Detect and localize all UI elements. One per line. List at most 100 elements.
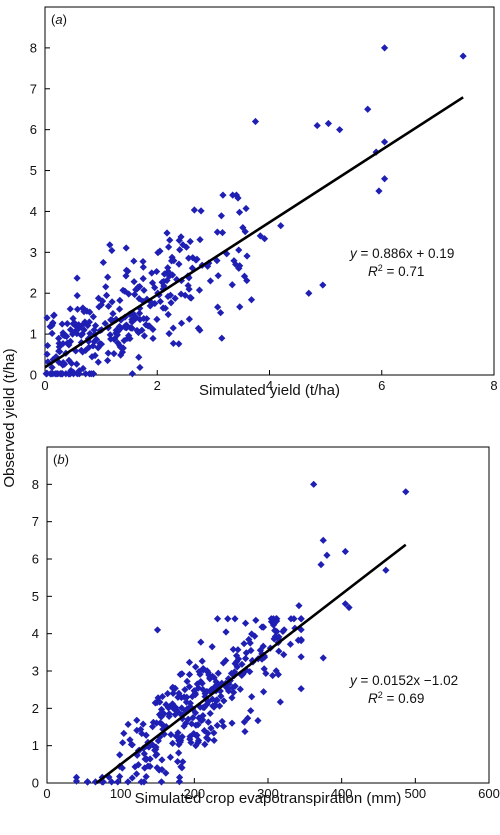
scatter-point — [247, 707, 255, 715]
scatter-point — [59, 339, 67, 348]
scatter-point — [43, 314, 51, 322]
scatter-point — [160, 710, 168, 718]
scatter-point — [164, 690, 172, 698]
scatter-point — [254, 717, 262, 725]
scatter-point — [101, 319, 109, 328]
scatter-point — [231, 615, 239, 623]
scatter-point — [191, 663, 200, 671]
scatter-point — [126, 324, 135, 332]
scatter-point — [166, 270, 174, 278]
chart-panel-a: 0 2 4 6 8 0 1 2 3 4 5 6 7 8 Simulated yield (t/ha) (a) y… — [30, 6, 498, 399]
scatter-point — [186, 699, 194, 707]
scatter-point — [175, 260, 183, 268]
x-axis-label: Simulated yield (t/ha) — [199, 382, 340, 399]
scatter-point — [73, 360, 81, 368]
y-tick-label: 5 — [32, 589, 39, 604]
scatter-point — [133, 716, 141, 724]
scatter-point — [228, 719, 236, 727]
scatter-point — [161, 304, 169, 312]
scatter-point — [341, 600, 349, 608]
scatter-point — [177, 290, 185, 298]
scatter-point — [297, 615, 305, 623]
scatter-point — [127, 740, 136, 749]
scatter-point — [235, 246, 243, 254]
scatter-point — [92, 335, 100, 344]
scatter-point — [166, 291, 175, 299]
scatter-point — [49, 312, 58, 320]
x-tick-label: 100 — [110, 786, 132, 801]
scatter-point — [107, 335, 115, 343]
scatter-point — [116, 296, 124, 304]
scatter-point — [160, 282, 168, 290]
scatter-point — [233, 658, 241, 666]
scatter-point — [158, 720, 166, 728]
scatter-point — [55, 343, 63, 351]
scatter-point — [58, 320, 66, 328]
scatter-point — [69, 320, 77, 328]
scatter-point — [286, 640, 295, 648]
scatter-point — [176, 670, 184, 679]
scatter-point — [168, 271, 177, 279]
scatter-point — [186, 735, 194, 743]
x-tick-label: 600 — [478, 786, 500, 801]
scatter-point — [210, 683, 218, 692]
scatter-point — [146, 755, 154, 763]
scatter-point — [272, 667, 280, 675]
scatter-point — [169, 689, 177, 697]
scatter-point — [243, 276, 251, 285]
scatter-point — [154, 737, 162, 745]
scatter-point — [96, 339, 104, 348]
scatter-point — [149, 741, 157, 749]
scatter-point — [380, 138, 389, 146]
scatter-point — [240, 640, 248, 648]
scatter-point — [246, 668, 254, 676]
scatter-point — [108, 246, 116, 255]
scatter-point — [94, 294, 103, 302]
scatter-point — [248, 630, 256, 638]
scatter-point — [69, 314, 77, 323]
scatter-point — [194, 736, 203, 745]
scatter-point — [270, 635, 278, 643]
scatter-point — [148, 723, 157, 731]
scatter-point — [242, 204, 250, 213]
scatter-point — [258, 650, 266, 658]
scatter-point — [212, 697, 221, 705]
scatter-point — [132, 770, 141, 778]
scatter-point — [179, 758, 187, 766]
scatter-point — [206, 709, 214, 718]
scatter-point — [216, 309, 225, 317]
scatter-point — [77, 331, 85, 339]
scatter-point — [116, 751, 124, 759]
scatter-point — [61, 332, 69, 340]
scatter-point — [169, 683, 177, 691]
scatter-point — [163, 229, 171, 237]
scatter-point — [241, 619, 250, 627]
scatter-point — [138, 326, 146, 334]
scatter-point — [48, 363, 56, 372]
scatter-point — [213, 228, 221, 236]
scatter-point — [271, 626, 279, 635]
scatter-point — [49, 319, 57, 328]
scatter-point — [82, 370, 90, 378]
x-tick-label: 0 — [41, 378, 48, 393]
scatter-point — [236, 303, 244, 311]
scatter-point — [80, 308, 88, 316]
scatter-point — [102, 291, 111, 299]
scatter-point — [148, 279, 157, 287]
scatter-point — [139, 275, 147, 283]
scatter-point — [149, 325, 157, 333]
scatter-point — [171, 294, 179, 303]
scatter-point — [189, 254, 197, 262]
scatter-point — [180, 722, 188, 730]
scatter-point — [73, 292, 81, 300]
scatter-point — [106, 331, 114, 339]
x-tick-label: 4 — [266, 378, 273, 393]
scatter-point — [175, 340, 183, 348]
scatter-point — [297, 626, 305, 634]
scatter-point — [205, 671, 213, 679]
scatter-point — [128, 370, 136, 378]
scatter-point — [176, 773, 184, 781]
scatter-point — [73, 274, 81, 282]
scatter-point — [185, 683, 193, 691]
scatter-point — [104, 349, 112, 357]
